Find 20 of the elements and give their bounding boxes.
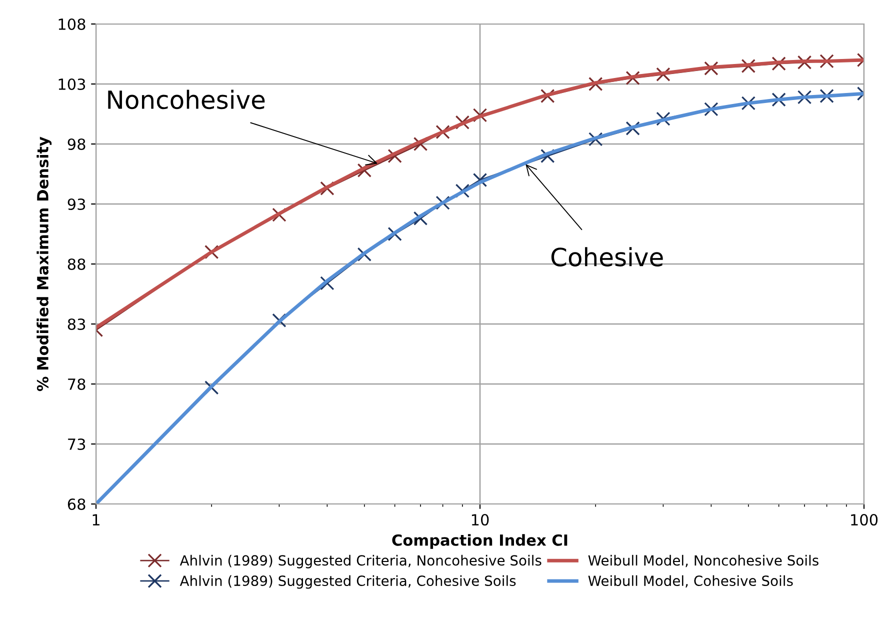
x-tick-label: 100 <box>851 514 878 526</box>
legend-label: Weibull Model, Cohesive Soils <box>588 575 793 588</box>
y-tick-label: 68 <box>68 498 86 510</box>
y-tick-label: 78 <box>68 378 86 390</box>
y-tick-label: 73 <box>68 438 86 450</box>
y-tick-label: 103 <box>58 78 86 90</box>
legend-label: Weibull Model, Noncohesive Soils <box>588 554 818 568</box>
legend-label: Ahlvin (1989) Suggested Criteria, Cohesive Soils <box>180 575 516 589</box>
legend-label: Ahlvin (1989) Suggested Criteria, Noncohesive Soils <box>180 554 542 568</box>
y-axis-title: % Modified Maximum Density <box>36 136 52 392</box>
x-tick-label: 1 <box>92 514 100 526</box>
y-tick-label: 83 <box>68 318 86 330</box>
y-tick-label: 98 <box>68 138 86 150</box>
y-tick-label: 93 <box>68 198 86 210</box>
x-axis-title: Compaction Index CI <box>392 534 568 549</box>
annotation: Noncohesive <box>108 90 265 110</box>
y-tick-label: 88 <box>68 258 86 270</box>
y-tick-label: 108 <box>58 18 86 30</box>
x-tick-label: 10 <box>472 514 489 526</box>
annotation: Cohesive <box>551 247 663 266</box>
